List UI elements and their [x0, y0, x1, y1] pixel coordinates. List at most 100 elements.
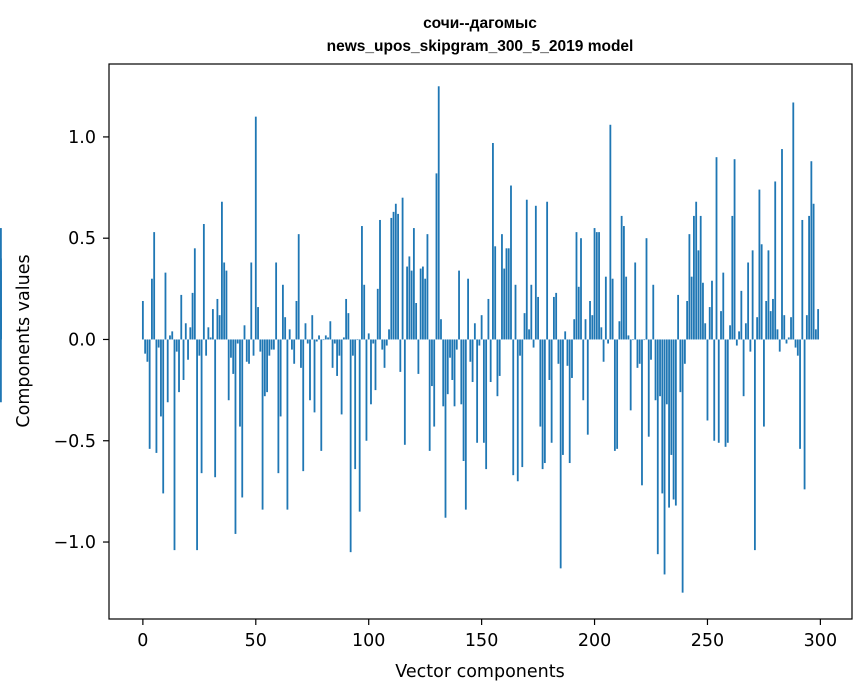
- bar: [471, 339, 474, 383]
- bar: [711, 280, 713, 340]
- x-tick-label: 50: [245, 631, 267, 651]
- bar: [627, 335, 630, 340]
- bar: [306, 339, 309, 344]
- bar: [155, 339, 158, 453]
- bar: [227, 339, 230, 401]
- bar: [555, 292, 558, 340]
- bar: [525, 199, 528, 340]
- bar: [144, 339, 147, 354]
- bar: [740, 290, 743, 340]
- bar: [693, 215, 695, 340]
- bar: [327, 337, 329, 340]
- bar: [785, 339, 788, 344]
- bar: [169, 335, 171, 340]
- bar: [458, 270, 460, 340]
- bar: [638, 339, 641, 364]
- bar: [302, 339, 305, 472]
- bar: [532, 339, 535, 348]
- bar: [300, 339, 302, 368]
- bar: [178, 339, 180, 393]
- bar: [252, 339, 255, 356]
- bar: [758, 189, 761, 340]
- bar: [410, 270, 413, 340]
- bar: [259, 339, 262, 352]
- bar: [440, 319, 442, 340]
- x-axis: 0 50 100 150 200 250 300: [137, 619, 837, 651]
- bar: [187, 339, 189, 360]
- bar: [193, 248, 196, 340]
- bar: [677, 294, 680, 340]
- bar: [543, 339, 546, 464]
- bar: [706, 339, 709, 421]
- bar: [634, 262, 637, 340]
- bar: [311, 315, 314, 340]
- bar: [756, 317, 759, 340]
- bar: [446, 339, 449, 395]
- bar: [805, 315, 808, 340]
- bar: [462, 339, 465, 461]
- bar: [236, 339, 239, 344]
- bar: [753, 339, 756, 551]
- bar: [686, 300, 689, 340]
- bar: [243, 325, 246, 340]
- bar: [451, 339, 454, 380]
- bar: [151, 278, 153, 340]
- bar: [304, 323, 307, 340]
- x-tick-label: 100: [352, 631, 385, 651]
- bar: [399, 339, 402, 372]
- bar: [205, 339, 208, 356]
- bar: [591, 315, 594, 340]
- bar: [417, 339, 420, 374]
- bar: [729, 325, 731, 340]
- bar: [250, 262, 253, 340]
- bar: [467, 278, 469, 340]
- chart-subtitle: news_upos_skipgram_300_5_2019 model: [327, 38, 634, 55]
- bar: [406, 266, 409, 340]
- bar: [361, 226, 363, 340]
- bar: [566, 339, 569, 366]
- bar: [241, 339, 244, 498]
- bar: [390, 217, 393, 340]
- x-tick-label: 300: [804, 631, 837, 651]
- bar: [557, 339, 560, 364]
- bar: [528, 329, 530, 340]
- bar: [571, 339, 573, 378]
- bar: [412, 228, 415, 340]
- bar: [383, 339, 386, 368]
- bar: [492, 143, 494, 340]
- bar: [356, 339, 359, 341]
- bar: [702, 282, 704, 340]
- bar: [602, 339, 605, 362]
- bar: [810, 161, 813, 340]
- bar: [609, 124, 612, 340]
- bar: [781, 149, 783, 340]
- bar: [394, 203, 397, 340]
- bar: [275, 262, 278, 340]
- bar: [568, 339, 571, 464]
- bar: [232, 339, 235, 374]
- bar: [697, 250, 700, 340]
- bar: [577, 286, 580, 340]
- bar: [776, 329, 779, 340]
- bar: [498, 339, 501, 376]
- bar: [598, 232, 600, 340]
- bar: [397, 213, 399, 340]
- bar: [507, 248, 510, 340]
- bar: [510, 185, 512, 340]
- bar: [422, 266, 424, 340]
- bar: [726, 339, 729, 443]
- bar: [336, 339, 338, 376]
- bar: [455, 339, 458, 350]
- bar: [379, 219, 381, 340]
- bar: [272, 339, 275, 350]
- bar: [769, 311, 772, 340]
- bar: [261, 339, 264, 510]
- bar: [792, 102, 795, 340]
- bar: [487, 298, 490, 340]
- bar: [281, 284, 284, 340]
- bar: [476, 339, 479, 443]
- x-axis-label: Vector components: [395, 662, 564, 682]
- bar: [552, 296, 555, 340]
- bar: [320, 339, 323, 451]
